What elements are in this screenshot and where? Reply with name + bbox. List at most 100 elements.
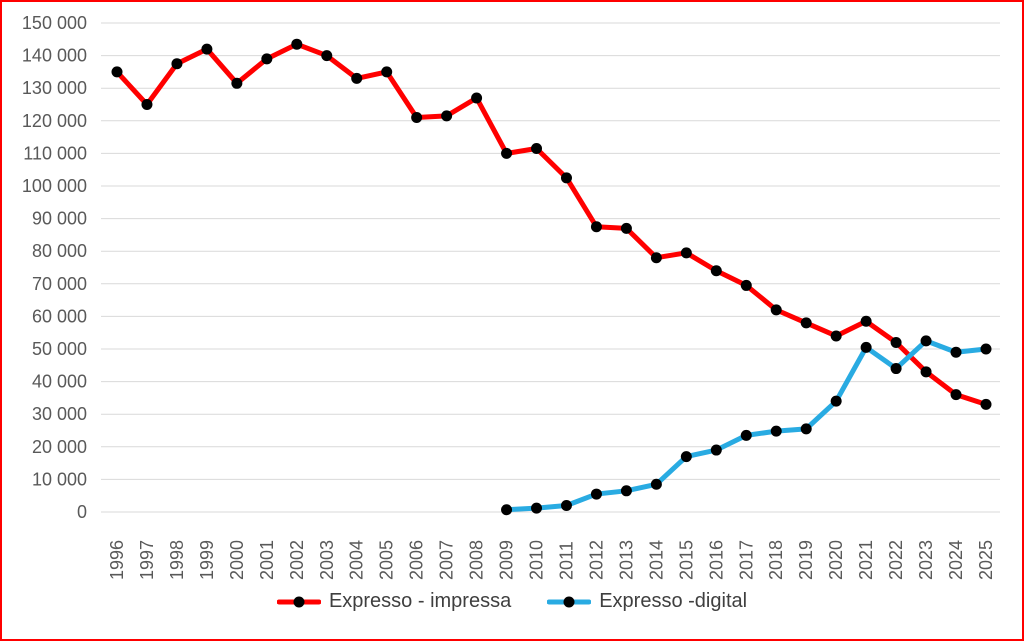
- x-axis-tick-label: 2006: [407, 540, 427, 580]
- y-axis-tick-label: 110 000: [23, 143, 87, 163]
- data-point-marker: [710, 265, 722, 277]
- data-point-marker: [531, 143, 543, 155]
- data-point-marker: [471, 92, 483, 104]
- data-point-marker: [980, 398, 992, 410]
- legend-line-marker-blue-icon: [547, 596, 592, 607]
- data-point-marker: [680, 247, 692, 259]
- x-axis-tick-label: 2005: [377, 540, 397, 580]
- data-point-marker: [590, 221, 602, 233]
- x-axis-tick-label: 2016: [706, 540, 726, 580]
- x-axis-tick-label: 2003: [317, 540, 337, 580]
- x-axis-tick-label: 2025: [976, 540, 996, 580]
- series-line-1: [504, 338, 989, 513]
- data-point-marker: [920, 335, 932, 347]
- data-point-marker: [980, 343, 992, 355]
- y-axis-tick-label: 20 000: [32, 437, 87, 457]
- x-axis-tick-label: 1998: [167, 540, 187, 580]
- x-axis-tick-label: 2023: [916, 540, 936, 580]
- y-axis-tick-label: 120 000: [22, 111, 87, 131]
- data-point-marker: [830, 330, 842, 342]
- y-axis-tick-label: 30 000: [32, 404, 87, 424]
- data-point-marker: [800, 317, 812, 329]
- data-point-marker: [501, 147, 513, 159]
- data-point-marker: [560, 499, 572, 511]
- x-axis-tick-label: 2014: [646, 540, 666, 580]
- y-axis-tick-label: 150 000: [22, 13, 87, 33]
- data-point-marker: [590, 488, 602, 500]
- x-axis-tick-label: 2024: [946, 540, 966, 580]
- y-axis-tick-label: 90 000: [32, 209, 87, 229]
- data-point-marker: [381, 66, 393, 78]
- data-point-marker: [441, 110, 453, 122]
- x-axis-tick-label: 1999: [197, 540, 217, 580]
- data-point-marker: [501, 504, 513, 516]
- data-point-marker: [680, 451, 692, 463]
- y-axis-tick-label: 80 000: [32, 241, 87, 261]
- x-axis-tick-label: 2002: [287, 540, 307, 580]
- x-axis-tick-label: 2018: [766, 540, 786, 580]
- legend-label-digital: Expresso -digital: [599, 590, 748, 612]
- data-point-marker: [740, 279, 752, 291]
- x-axis-tick-label: 2013: [616, 540, 636, 580]
- x-axis-tick-label: 2008: [467, 540, 487, 580]
- data-point-marker: [321, 50, 333, 62]
- data-point-marker: [770, 304, 782, 316]
- data-point-marker: [141, 99, 153, 110]
- x-axis-tick-label: 2000: [227, 540, 247, 580]
- y-axis-tick-label: 50 000: [32, 339, 87, 359]
- data-point-marker: [740, 429, 752, 441]
- data-point-marker: [890, 336, 902, 348]
- legend-label-impressa: Expresso - impressa: [328, 590, 512, 612]
- y-axis-tick-label: 70 000: [32, 274, 87, 294]
- data-point-marker: [650, 252, 662, 264]
- x-axis-tick-label: 2007: [437, 540, 457, 580]
- x-axis-tick-label: 2015: [676, 540, 696, 580]
- x-axis-tick-label: 2021: [856, 540, 876, 580]
- data-point-marker: [890, 363, 902, 375]
- data-point-marker: [261, 53, 273, 65]
- x-axis-tick-label: 2012: [586, 540, 606, 580]
- legend-item-impressa: Expresso - impressa: [276, 590, 512, 613]
- y-axis-tick-label: 60 000: [32, 306, 87, 326]
- data-point-marker: [620, 222, 632, 234]
- y-axis-tick-label: 40 000: [32, 372, 87, 392]
- x-axis-tick-label: 2019: [796, 540, 816, 580]
- data-point-marker: [171, 58, 183, 70]
- legend-item-digital: Expresso -digital: [547, 590, 747, 613]
- y-axis-tick-label: 130 000: [22, 78, 87, 98]
- y-axis-tick-label: 140 000: [22, 46, 87, 66]
- data-point-marker: [920, 366, 932, 378]
- data-point-marker: [231, 77, 243, 89]
- x-axis-tick-label: 2010: [527, 540, 547, 580]
- chart-legend: Expresso - impressa Expresso -digital: [0, 590, 1024, 613]
- series-line-0: [114, 41, 989, 407]
- data-point-marker: [351, 72, 363, 84]
- data-point-marker: [860, 341, 872, 353]
- x-axis-tick-label: 2009: [497, 540, 517, 580]
- x-axis-tick-label: 2017: [736, 540, 756, 580]
- data-point-marker: [291, 38, 303, 50]
- data-point-marker: [800, 423, 812, 435]
- x-axis-tick-label: 2001: [257, 540, 277, 580]
- data-point-marker: [560, 172, 572, 184]
- x-axis-tick-label: 2020: [826, 540, 846, 580]
- data-point-marker: [531, 502, 543, 514]
- y-axis-tick-label: 0: [77, 502, 87, 522]
- y-axis-tick-label: 100 000: [22, 176, 87, 196]
- legend-line-marker-red-icon: [276, 596, 321, 607]
- data-point-marker: [620, 485, 632, 497]
- data-point-marker: [950, 346, 962, 358]
- line-chart: 0 10 000 20 000 30 000 40 000 50 000 60 000 70 …: [22, 13, 1000, 580]
- y-axis-tick-label: 10 000: [32, 469, 87, 489]
- data-point-marker: [710, 444, 722, 456]
- data-point-marker: [830, 395, 842, 407]
- data-point-marker: [411, 112, 423, 124]
- x-axis-tick-label: 2004: [347, 540, 367, 580]
- data-point-marker: [650, 478, 662, 490]
- x-axis-tick-label: 2011: [556, 541, 576, 580]
- data-point-marker: [201, 43, 213, 55]
- data-point-marker: [111, 66, 123, 78]
- x-axis-tick-label: 2022: [886, 540, 906, 580]
- data-point-marker: [860, 315, 872, 327]
- x-axis-tick-label: 1997: [137, 540, 157, 580]
